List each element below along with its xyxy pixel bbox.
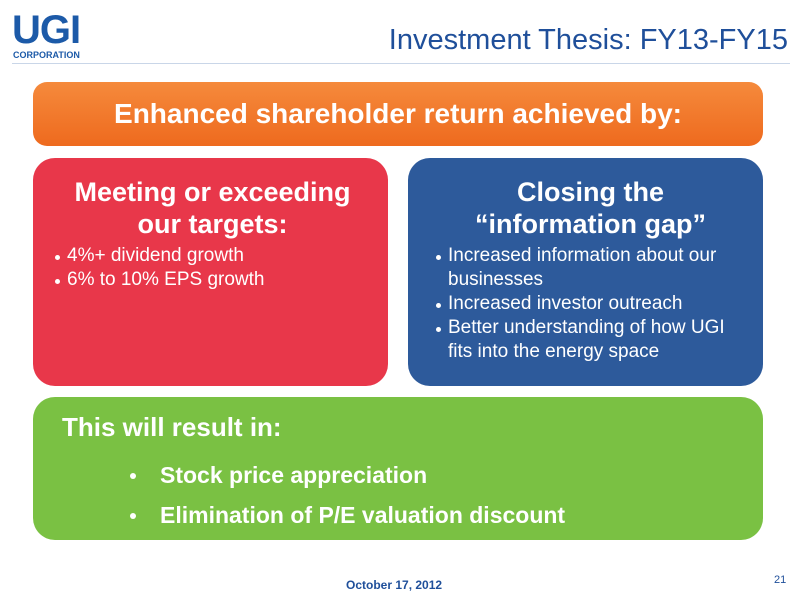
bullet-item: 6% to 10% EPS growth (53, 268, 372, 292)
bullet-item: Increased information about our business… (434, 244, 747, 292)
bullet (130, 513, 136, 519)
bullet (436, 255, 441, 260)
footer-date: October 17, 2012 (346, 578, 443, 592)
bullet (130, 473, 136, 479)
divider (12, 63, 790, 64)
box-heading: Closing the “information gap” (475, 177, 706, 239)
box-heading: This will result in: (62, 412, 282, 442)
bullet-item: Better understanding of how UGI fits int… (434, 316, 747, 364)
right-box: Closing the “information gap” Increased … (408, 158, 763, 386)
bullet-list: Increased information about our business… (434, 244, 747, 364)
bullet-text: Stock price appreciation (160, 462, 428, 488)
bullet-text: Better understanding of how UGI fits int… (448, 317, 725, 362)
box-heading: Meeting or exceeding our targets: (74, 177, 351, 239)
bullet-text: Increased information about our business… (448, 245, 717, 290)
bullet (436, 327, 441, 332)
title: Investment Thesis: FY13-FY15 (388, 24, 788, 56)
bullet-item: 4%+ dividend growth (53, 244, 372, 268)
banner: Enhanced shareholder return achieved by: (33, 82, 763, 146)
page-number: 21 (774, 574, 787, 586)
bullet-text: 6% to 10% EPS growth (67, 269, 265, 290)
bullet (55, 279, 60, 284)
bullet (436, 303, 441, 308)
bullet-item: Elimination of P/E valuation discount (130, 495, 743, 535)
left-box: Meeting or exceeding our targets: 4%+ di… (33, 158, 388, 386)
bullet-text: Elimination of P/E valuation discount (160, 502, 566, 528)
bottom-box: This will result in: Stock price appreci… (33, 397, 763, 540)
bullet-item: Increased investor outreach (434, 292, 747, 316)
bullet-item: Stock price appreciation (130, 455, 743, 495)
bullet (55, 255, 60, 260)
bullet-text: Increased investor outreach (448, 293, 683, 314)
bullet-list: Stock price appreciation Elimination of P… (62, 455, 743, 535)
logo-subtitle: CORPORATION (13, 50, 80, 60)
bullet-text: 4%+ dividend growth (67, 245, 244, 266)
bullet-list: 4%+ dividend growth 6% to 10% EPS growth (53, 244, 372, 292)
logo: UGI (12, 8, 81, 52)
